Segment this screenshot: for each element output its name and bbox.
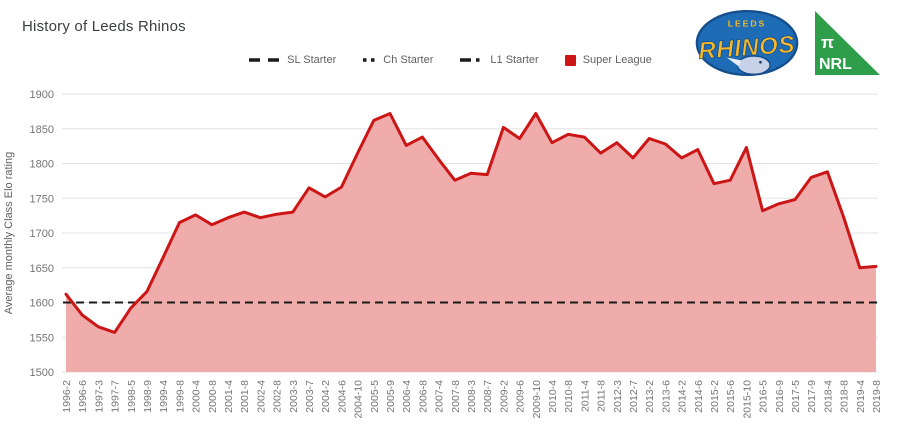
x-tick-label: 2002-8 <box>272 380 284 413</box>
x-tick-label: 2012-3 <box>612 380 624 413</box>
x-tick-label: 2007-4 <box>434 380 446 413</box>
x-tick-label: 2015-10 <box>741 380 753 419</box>
legend-item-sl-starter: SL Starter <box>248 54 336 66</box>
x-tick-label: 2004-10 <box>353 380 365 419</box>
y-tick-label: 1750 <box>30 193 54 205</box>
x-tick-label: 2019-4 <box>855 380 867 413</box>
legend-item-l1-starter: L1 Starter <box>459 54 539 66</box>
x-tick-label: 2011-4 <box>579 380 591 412</box>
x-tick-label: 1999-8 <box>174 380 186 413</box>
x-tick-label: 2015-2 <box>709 380 721 413</box>
x-tick-label: 2009-10 <box>531 380 543 419</box>
y-tick-label: 1500 <box>30 367 54 379</box>
x-tick-label: 2007-8 <box>450 380 462 413</box>
svg-text:π: π <box>821 33 834 52</box>
x-tick-label: 2013-2 <box>644 380 656 413</box>
y-tick-label: 1800 <box>30 159 54 171</box>
nrl-logo: π NRL <box>815 11 880 75</box>
x-tick-label: 2003-7 <box>304 380 316 413</box>
x-tick-label: 2003-3 <box>288 380 300 413</box>
y-tick-label: 1600 <box>30 298 54 310</box>
x-tick-label: 2019-8 <box>871 380 883 413</box>
y-tick-label: 1700 <box>30 228 54 240</box>
x-tick-label: 2008-3 <box>466 380 478 413</box>
y-tick-label: 1550 <box>30 332 54 344</box>
y-tick-label: 1900 <box>30 89 54 101</box>
x-tick-label: 2014-2 <box>677 380 689 413</box>
x-tick-label: 1996-2 <box>61 380 73 413</box>
legend-label: Ch Starter <box>383 54 434 66</box>
chart-title: History of Leeds Rhinos <box>22 18 186 35</box>
dotted-line-icon <box>362 57 376 63</box>
x-tick-label: 1996-6 <box>77 380 89 413</box>
dashed-line-icon <box>248 57 280 63</box>
dash-dot-line-icon <box>459 57 483 63</box>
x-tick-label: 2000-4 <box>191 380 203 413</box>
logo-group: LEEDS RHINOS π NRL <box>694 6 882 80</box>
x-tick-label: 2018-4 <box>822 380 834 413</box>
x-tick-label: 2010-4 <box>547 380 559 413</box>
x-tick-label: 2010-8 <box>563 380 575 413</box>
x-tick-label: 2015-6 <box>725 380 737 413</box>
x-tick-label: 2006-4 <box>401 380 413 413</box>
rhino-head-icon <box>726 55 771 76</box>
x-tick-label: 2000-8 <box>207 380 219 413</box>
x-tick-label: 1997-7 <box>110 380 122 413</box>
legend-label: SL Starter <box>287 54 337 66</box>
y-tick-label: 1650 <box>30 263 54 275</box>
x-tick-label: 2009-2 <box>498 380 510 413</box>
svg-text:LEEDS: LEEDS <box>728 19 767 29</box>
legend-item-super-league: Super League <box>564 54 652 66</box>
x-tick-label: 2012-7 <box>628 380 640 413</box>
x-tick-label: 2005-5 <box>369 380 381 413</box>
x-tick-label: 2009-6 <box>515 380 527 413</box>
leeds-rhinos-logo: LEEDS RHINOS <box>695 9 799 77</box>
super-league-line <box>64 112 878 334</box>
x-tick-label: 1998-5 <box>126 380 138 413</box>
legend-label: L1 Starter <box>490 54 539 66</box>
x-tick-label: 2001-4 <box>223 380 235 413</box>
legend-label: Super League <box>582 54 652 66</box>
x-tick-label: 2016-9 <box>774 380 786 413</box>
x-tick-label: 2006-8 <box>417 380 429 413</box>
chart-legend: SL Starter Ch Starter L1 Starter Super L… <box>0 54 900 66</box>
x-tick-label: 2017-9 <box>806 380 818 413</box>
x-tick-label: 2004-6 <box>336 380 348 413</box>
x-tick-label: 2011-8 <box>596 380 608 412</box>
legend-item-ch-starter: Ch Starter <box>362 54 433 66</box>
x-tick-label: 2014-6 <box>693 380 705 413</box>
x-tick-label: 1998-9 <box>142 380 154 413</box>
x-tick-label: 2008-7 <box>482 380 494 413</box>
y-tick-label: 1850 <box>30 124 54 136</box>
x-tick-label: 1997-3 <box>93 380 105 413</box>
x-tick-label: 2013-6 <box>660 380 672 413</box>
x-tick-label: 2005-9 <box>385 380 397 413</box>
svg-text:NRL: NRL <box>819 56 852 73</box>
x-tick-label: 2016-5 <box>758 380 770 413</box>
x-tick-label: 2018-8 <box>839 380 851 413</box>
super-league-area <box>66 113 876 372</box>
x-tick-label: 2004-2 <box>320 380 332 413</box>
x-tick-label: 2002-4 <box>255 380 267 413</box>
x-tick-label: 2017-5 <box>790 380 802 413</box>
x-tick-label: 1999-4 <box>158 380 170 413</box>
y-axis-title: Average monthly Class Elo rating <box>3 152 15 314</box>
red-square-icon <box>564 54 576 66</box>
x-tick-label: 2001-8 <box>239 380 251 413</box>
